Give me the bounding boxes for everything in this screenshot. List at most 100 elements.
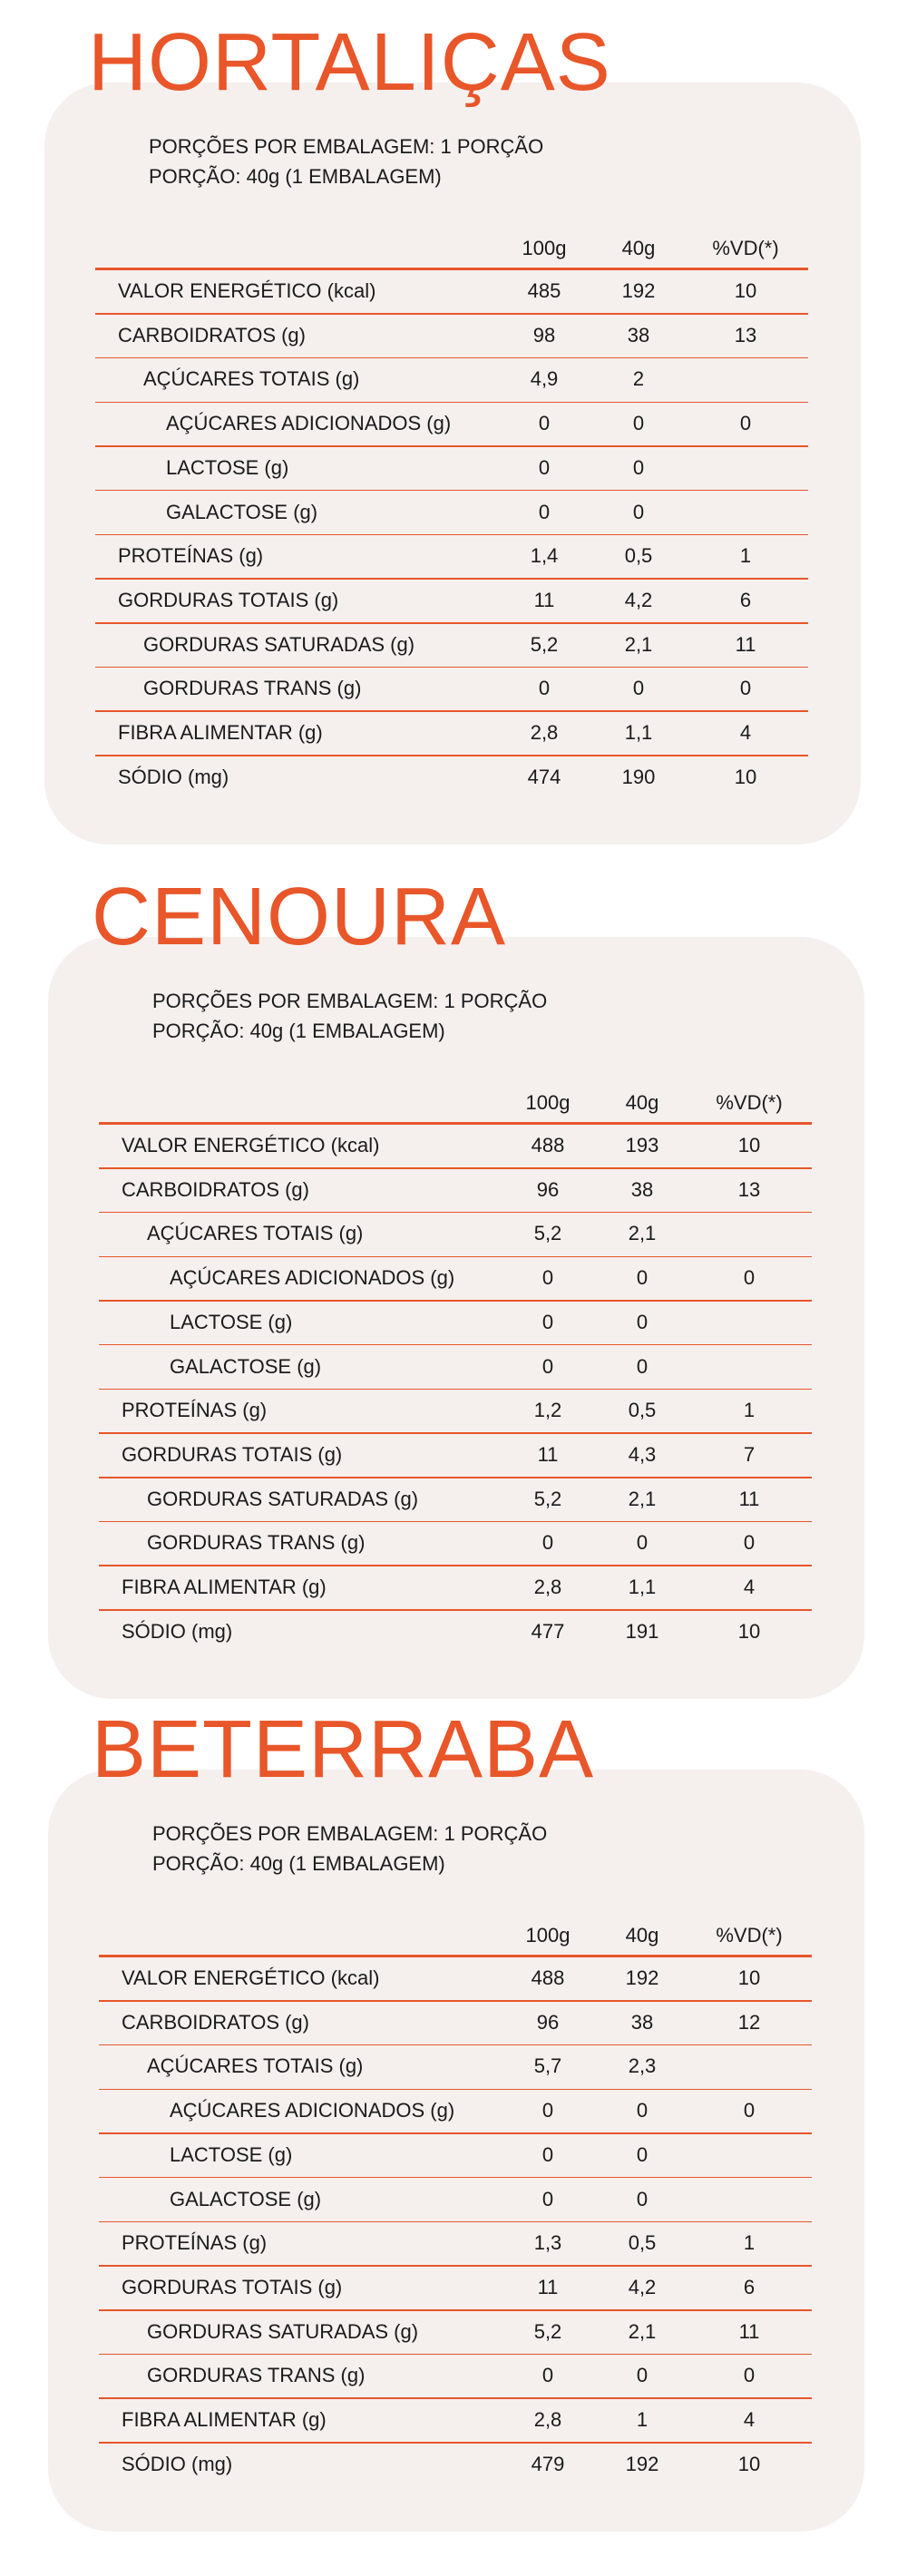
nutrient-label: GALACTOSE (g)	[166, 500, 318, 523]
table-row: PROTEÍNAS (g) 1,2 0,5 1	[99, 1390, 812, 1434]
value-v100: 5,2	[533, 1222, 562, 1245]
table-row: VALOR ENERGÉTICO (kcal) 485 192 10	[95, 270, 808, 315]
value-vd: 10	[737, 1619, 761, 1643]
value-v40: 0	[636, 2364, 649, 2387]
value-v40: 0	[636, 1266, 649, 1290]
column-header: 100g	[525, 1091, 571, 1114]
table-row: PROTEÍNAS (g) 1,3 0,5 1	[99, 2222, 812, 2267]
value-v40: 1,1	[628, 1576, 657, 1598]
nutrient-label: VALOR ENERGÉTICO (kcal)	[122, 1966, 380, 1989]
value-vd: 1	[743, 2231, 756, 2255]
table-row: LACTOSE (g) 0 0	[95, 447, 808, 492]
value-v40: 0,5	[628, 1399, 657, 1422]
portions-per-package: PORÇÕES POR EMBALAGEM: 1 PORÇÃO	[152, 1822, 548, 1845]
nutrient-label: LACTOSE (g)	[170, 1310, 293, 1333]
table-row: GORDURAS TOTAIS (g) 11 4,3 7	[99, 1434, 812, 1478]
row-divider	[95, 401, 808, 404]
nutrient-label: CARBOIDRATOS (g)	[122, 2010, 309, 2034]
nutrition-card	[48, 1770, 864, 2532]
value-v100: 1,2	[533, 1399, 562, 1422]
row-divider	[99, 1300, 812, 1302]
value-v40: 2,1	[628, 1487, 657, 1510]
value-vd: 10	[737, 1966, 761, 1989]
table-row: GORDURAS TRANS (g) 0 0 0	[99, 1522, 812, 1566]
nutrient-label: GORDURAS TOTAIS (g)	[118, 588, 339, 611]
portions-per-package: PORÇÕES POR EMBALAGEM: 1 PORÇÃO	[152, 990, 548, 1012]
table-row: AÇÚCARES ADICIONADOS (g) 0 0 0	[95, 403, 808, 447]
value-v40: 1,1	[624, 721, 653, 744]
nutrient-label: AÇÚCARES ADICIONADOS (g)	[170, 2099, 455, 2122]
portion-size: PORÇÃO: 40g (1 EMBALAGEM)	[152, 1020, 445, 1042]
value-v40: 38	[630, 1177, 654, 1201]
table-row: GALACTOSE (g) 0 0	[99, 2179, 812, 2223]
row-divider	[95, 710, 808, 712]
value-v100: 5,2	[533, 1487, 562, 1510]
nutrient-label: FIBRA ALIMENTAR (g)	[122, 2408, 327, 2431]
nutrient-label: GORDURAS SATURADAS (g)	[143, 632, 415, 656]
value-v100: 4,9	[530, 367, 559, 391]
value-v40: 1	[636, 2408, 649, 2431]
table-row: CARBOIDRATOS (g) 96 38 13	[99, 1169, 812, 1214]
value-v40: 0	[632, 412, 645, 435]
value-v100: 11	[537, 1442, 559, 1466]
nutrient-label: GORDURAS TRANS (g)	[147, 2364, 366, 2387]
nutrient-label: SÓDIO (mg)	[118, 765, 229, 788]
row-divider	[99, 2176, 812, 2179]
row-divider	[99, 2088, 812, 2091]
row-divider	[95, 755, 808, 756]
value-vd: 11	[738, 1487, 760, 1510]
table-row: GORDURAS TOTAIS (g) 11 4,2 6	[95, 580, 808, 624]
row-divider	[99, 1255, 812, 1258]
value-vd: 11	[735, 632, 756, 656]
value-v40: 0	[632, 500, 645, 523]
value-v40: 192	[625, 2452, 659, 2475]
value-v100: 485	[527, 279, 561, 302]
value-vd: 13	[737, 1177, 761, 1201]
nutrient-label: VALOR ENERGÉTICO (kcal)	[118, 279, 376, 302]
table-row: CARBOIDRATOS (g) 98 38 13	[95, 315, 808, 359]
value-v40: 0,5	[628, 2231, 657, 2255]
row-divider	[99, 2442, 812, 2444]
value-vd: 0	[739, 677, 752, 700]
row-divider	[99, 2132, 812, 2134]
table-row: GORDURAS SATURADAS (g) 5,2 2,1 11	[99, 2311, 812, 2356]
table-row: AÇÚCARES ADICIONADOS (g) 0 0 0	[99, 2090, 812, 2134]
row-divider	[99, 2220, 812, 2223]
table-row: SÓDIO (mg) 477 191 10	[99, 1611, 812, 1655]
row-divider	[95, 445, 808, 447]
column-header: %VD(*)	[716, 1924, 783, 1947]
value-v100: 0	[541, 1310, 554, 1333]
nutrient-label: PROTEÍNAS (g)	[122, 2231, 268, 2255]
value-v40: 4,2	[624, 588, 653, 611]
nutrition-section-beterraba: BETERRABA PORÇÕES POR EMBALAGEM: 1 PORÇÃ…	[48, 1704, 864, 2532]
value-v40: 0	[632, 455, 645, 479]
value-v100: 0	[541, 2364, 554, 2387]
row-divider	[99, 2000, 812, 2002]
nutrient-label: GALACTOSE (g)	[170, 2187, 322, 2210]
nutrient-label: AÇÚCARES TOTAIS (g)	[147, 1222, 364, 1245]
value-v100: 11	[537, 2275, 559, 2298]
column-header: %VD(*)	[712, 237, 779, 259]
row-divider	[99, 1609, 812, 1611]
table-row: FIBRA ALIMENTAR (g) 2,8 1 4	[99, 2399, 812, 2444]
value-v100: 479	[531, 2452, 565, 2475]
value-v100: 0	[538, 677, 551, 700]
row-divider	[99, 1520, 812, 1523]
portion-size: PORÇÃO: 40g (1 EMBALAGEM)	[149, 165, 442, 188]
value-vd: 0	[739, 412, 752, 435]
value-v100: 5,7	[533, 2054, 562, 2078]
nutrient-label: FIBRA ALIMENTAR (g)	[118, 721, 323, 744]
table-row: LACTOSE (g) 0 0	[99, 1302, 812, 1346]
table-row: GORDURAS SATURADAS (g) 5,2 2,1 11	[95, 624, 808, 668]
value-v100: 0	[541, 2142, 554, 2166]
value-v40: 2	[632, 367, 645, 391]
row-divider	[99, 2044, 812, 2046]
row-divider	[99, 2353, 812, 2356]
nutrient-label: AÇÚCARES TOTAIS (g)	[143, 367, 360, 391]
table-row: SÓDIO (mg) 479 192 10	[99, 2444, 812, 2488]
table-row: GORDURAS TRANS (g) 0 0 0	[99, 2355, 812, 2399]
value-v40: 4,3	[628, 1442, 657, 1466]
row-divider	[99, 2397, 812, 2399]
header-divider	[99, 1955, 812, 1957]
row-divider	[99, 1477, 812, 1478]
